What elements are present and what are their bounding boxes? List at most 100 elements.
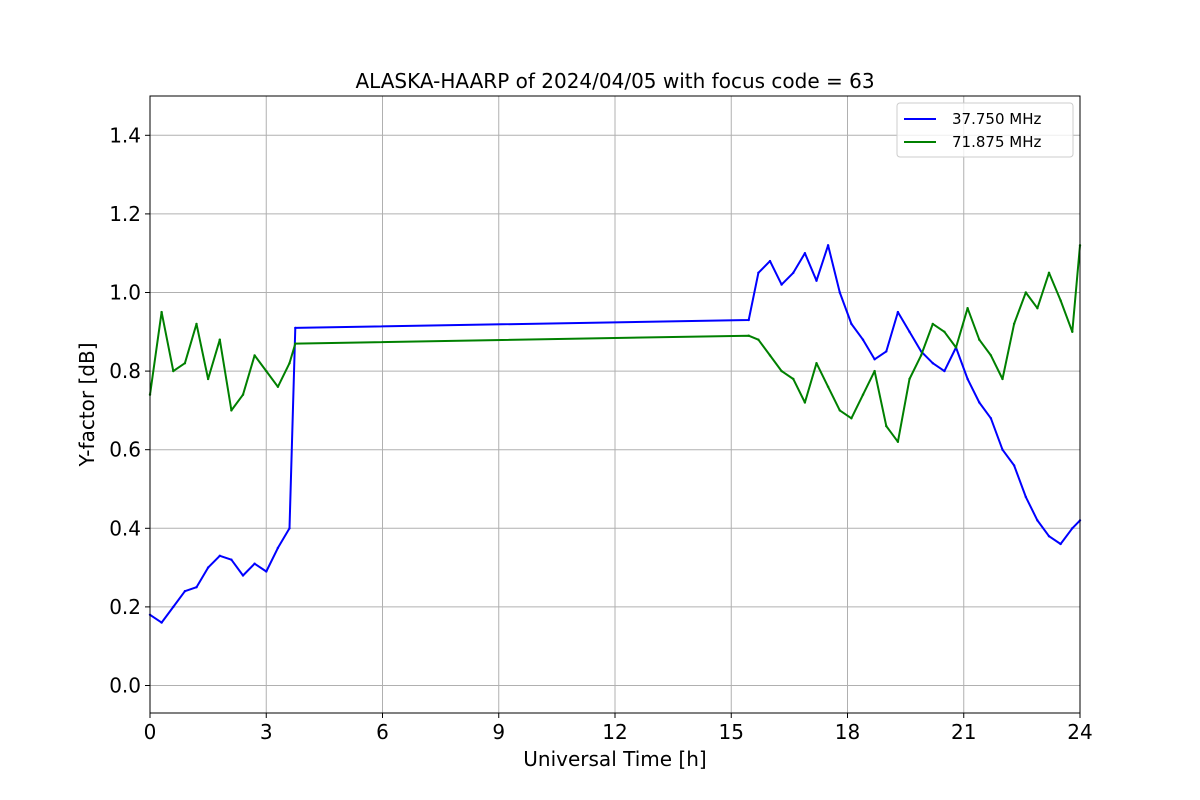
series-1-point (989, 417, 993, 420)
series-1-point (276, 546, 280, 550)
chart-title: ALASKA-HAARP of 2024/04/05 with focus co… (355, 69, 874, 93)
series-1-point (757, 271, 760, 274)
series-1-point (265, 570, 268, 573)
series-2-point (826, 385, 830, 388)
series-2-point (1012, 322, 1016, 326)
series-2-point (966, 307, 969, 310)
series-2-point (294, 342, 297, 345)
y-tick-label: 0.6 (109, 438, 141, 462)
series-1-point (1001, 448, 1004, 451)
x-tick-label: 24 (1067, 720, 1092, 744)
series-1-point (230, 558, 233, 561)
series-2-point (230, 409, 233, 412)
series-1-point (896, 310, 900, 314)
y-tick-label: 0.0 (109, 673, 141, 697)
series-2-point (1047, 271, 1051, 274)
series-1-point (218, 554, 221, 557)
y-axis-label: Y-factor [dB] (75, 342, 99, 467)
y-tick-label: 1.4 (109, 123, 141, 147)
x-axis-label: Universal Time [h] (523, 747, 706, 771)
series-1-point (768, 259, 772, 263)
x-tick-label: 18 (835, 720, 860, 744)
series-2-point (943, 330, 946, 333)
series-1-point (943, 369, 946, 373)
series-1-point (1036, 519, 1039, 522)
series-1-point (294, 326, 297, 330)
x-tick-label: 3 (260, 720, 273, 744)
legend-label: 37.750 MHz (952, 110, 1041, 128)
legend-label: 71.875 MHz (952, 133, 1041, 151)
series-1-point (838, 291, 841, 294)
series-2-point (288, 362, 291, 365)
series-1-point (826, 244, 830, 247)
series-1-point (160, 621, 163, 624)
series-1-point (978, 401, 981, 404)
series-2-point (978, 338, 981, 341)
legend: 37.750 MHz 71.875 MHz (896, 102, 1074, 158)
series-1-point (850, 322, 853, 326)
series-1-point (861, 338, 865, 341)
series-1-point (747, 318, 750, 322)
series-2-point (253, 354, 256, 357)
series-1-point (931, 362, 934, 365)
x-tick-label: 21 (951, 720, 976, 744)
series-1-point (1047, 535, 1051, 538)
x-tick-label: 15 (719, 720, 744, 744)
x-tick-label: 0 (144, 720, 157, 744)
series-2-point (931, 322, 934, 326)
series-2-point (861, 393, 865, 396)
series-2-point (896, 440, 900, 443)
series-2-point (276, 385, 280, 388)
series-1-point (792, 271, 795, 274)
series-layer (148, 244, 1082, 624)
y-tick-label: 1.0 (109, 280, 141, 304)
y-tick-label: 0.4 (109, 516, 141, 540)
series-2-point (1036, 307, 1039, 310)
x-tick-label: 6 (376, 720, 389, 744)
series-2-point (873, 369, 876, 373)
series-1-point (873, 358, 876, 361)
series-1-point (183, 590, 187, 593)
series-2-point (780, 369, 783, 373)
series-2-point (850, 417, 853, 420)
series-2-point (1001, 377, 1004, 381)
series-1-point (1024, 495, 1028, 499)
series-2-point (919, 354, 923, 357)
series-2-point (172, 369, 175, 373)
series-2-point (265, 369, 268, 373)
series-1-point (966, 377, 969, 381)
series-line-2 (149, 245, 1081, 443)
series-1-point (1071, 527, 1074, 530)
series-2-point (1059, 299, 1062, 302)
series-2-point (747, 334, 750, 337)
series-2-point (241, 393, 245, 396)
tick-layer: 0 3 6 9 12 15 18 21 24 0.0 0.2 0.4 0.6 0.8 1.0 1.2 1.4 (109, 123, 1093, 744)
series-1-point (815, 279, 818, 282)
series-1-point (172, 605, 175, 609)
series-2-point (195, 322, 198, 326)
series-2-point (815, 362, 818, 365)
y-tick-label: 0.8 (109, 359, 141, 383)
series-2-point (183, 362, 187, 365)
series-1-point (885, 350, 888, 353)
series-2-point (792, 377, 795, 381)
series-2-point (1071, 330, 1074, 333)
series-1-point (195, 586, 198, 589)
y-tick-label: 1.2 (109, 202, 141, 226)
series-1-point (803, 252, 807, 255)
series-2-point (885, 424, 888, 428)
series-2-point (908, 377, 911, 381)
series-2-point (954, 346, 958, 349)
legend-box (896, 102, 1074, 158)
series-2-point (218, 338, 221, 341)
series-1-point (253, 562, 256, 565)
series-line-1 (149, 244, 1081, 624)
series-1-point (908, 330, 911, 333)
series-2-point (160, 310, 163, 314)
series-2-point (803, 401, 807, 404)
x-tick-label: 12 (602, 720, 627, 744)
series-2-point (989, 354, 993, 357)
series-2-point (206, 377, 210, 381)
series-1-point (1059, 542, 1062, 546)
